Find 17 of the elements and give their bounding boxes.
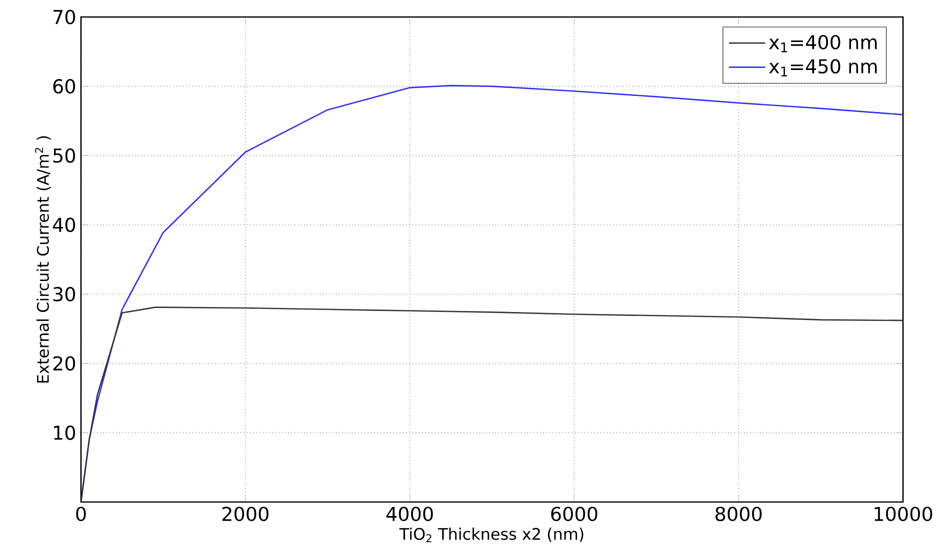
x-tick-label: 10000 bbox=[874, 506, 932, 522]
y-tick-label: 30 bbox=[53, 286, 76, 302]
x-tick-label: 2000 bbox=[222, 506, 268, 522]
y-tick-label: 50 bbox=[53, 148, 76, 163]
y-tick-label: 70 bbox=[54, 10, 76, 24]
y-axis-title: External Circuit Current (A/m$^{2}$ ) bbox=[35, 136, 51, 383]
x-tick-label: 6000 bbox=[551, 506, 598, 522]
x-tick-label: 0 bbox=[76, 506, 86, 522]
legend-label: x$_{1}$=400 nm bbox=[769, 34, 877, 52]
legend-label: x$_{1}$=450 nm bbox=[769, 59, 877, 76]
y-tick-label: 40 bbox=[52, 218, 76, 232]
x-tick-label: 4000 bbox=[386, 506, 433, 522]
y-tick-label: 10 bbox=[54, 425, 76, 440]
x-axis-title: TiO$_{2}$ Thickness x2 (nm) bbox=[399, 528, 584, 542]
y-tick-label: 60 bbox=[53, 79, 76, 94]
x-tick-label: 8000 bbox=[716, 506, 762, 522]
y-tick-label: 20 bbox=[53, 356, 76, 371]
